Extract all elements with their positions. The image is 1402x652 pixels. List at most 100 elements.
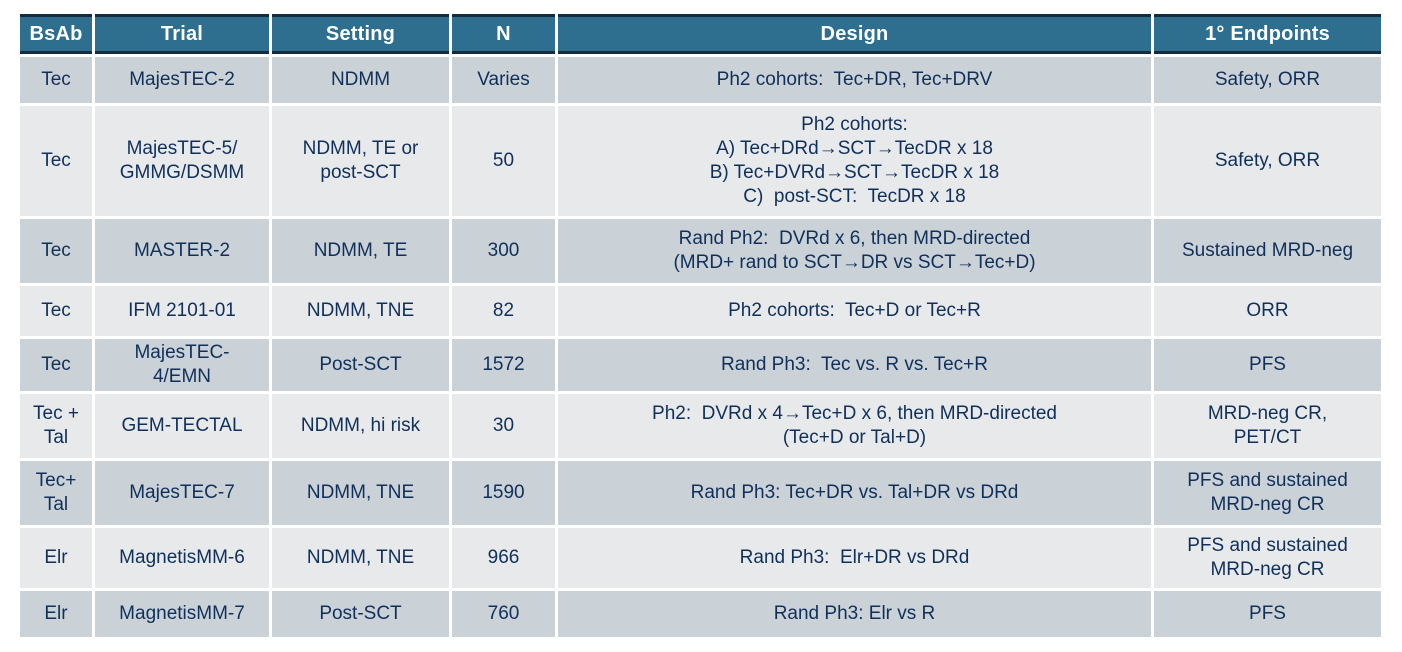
table-row: Elr MagnetisMM-7 Post-SCT 760 Rand Ph3: … [20, 591, 1381, 637]
col-header-trial: Trial [95, 14, 269, 54]
col-header-setting: Setting [272, 14, 449, 54]
cell-line: MajesTEC-2 [129, 69, 235, 90]
cell-line: Tec [41, 300, 71, 321]
cell-line: 4/EMN [152, 366, 212, 387]
cell-line: MASTER-2 [133, 240, 231, 261]
cell-line: Rand Ph3: Elr+DR vs DRd [739, 547, 970, 568]
cell-line: MajesTEC-5/ [126, 138, 238, 159]
cell-line: Tec [41, 240, 71, 261]
cell-line: 966 [487, 547, 520, 568]
cell-endpoints: ORR [1154, 286, 1381, 336]
cell-line: NDMM, TE or [302, 138, 419, 159]
cell-line: Elr [44, 547, 68, 568]
cell-line: C) post-SCT: TecDR x 18 [743, 186, 966, 207]
cell-line: Tal [43, 494, 69, 515]
cell-line: Post-SCT [319, 354, 402, 375]
cell-line: Varies [477, 69, 530, 90]
cell-line: Tec [41, 150, 71, 171]
cell-trial: MajesTEC-7 [95, 461, 269, 525]
cell-line: NDMM, hi risk [300, 415, 421, 436]
table-row: Tec+ Tal MajesTEC-7 NDMM, TNE 1590 Rand … [20, 461, 1381, 525]
cell-bsab: Tec [20, 286, 92, 336]
cell-line: MagnetisMM-7 [119, 603, 245, 624]
cell-endpoints: PFS and sustained MRD-neg CR [1154, 461, 1381, 525]
cell-n: 50 [452, 106, 555, 216]
cell-setting: Post-SCT [272, 591, 449, 637]
table-row: Tec MajesTEC-2 NDMM Varies Ph2 cohorts: … [20, 57, 1381, 103]
cell-line: Safety, ORR [1214, 69, 1321, 90]
cell-setting: NDMM [272, 57, 449, 103]
cell-design: Ph2 cohorts: A) Tec+DRd→SCT→TecDR x 18 B… [558, 106, 1151, 216]
cell-line: Tec+ [35, 470, 77, 491]
cell-line: MRD-neg CR, [1207, 403, 1328, 424]
cell-line: 50 [492, 150, 515, 171]
cell-line: 1572 [482, 354, 525, 375]
table-row: Tec MajesTEC-5/ GMMG/DSMM NDMM, TE or po… [20, 106, 1381, 216]
cell-bsab: Tec + Tal [20, 394, 92, 458]
cell-line: Safety, ORR [1214, 150, 1321, 171]
cell-bsab: Elr [20, 528, 92, 588]
cell-bsab: Tec [20, 339, 92, 391]
cell-endpoints: PFS [1154, 591, 1381, 637]
cell-line: PFS and sustained [1187, 535, 1348, 556]
cell-line: NDMM, TNE [306, 547, 415, 568]
cell-endpoints: PFS [1154, 339, 1381, 391]
cell-endpoints: Sustained MRD-neg [1154, 219, 1381, 283]
cell-line: NDMM, TE [313, 240, 408, 261]
cell-trial: MajesTEC- 4/EMN [95, 339, 269, 391]
cell-bsab: Tec [20, 219, 92, 283]
cell-line: PFS [1249, 354, 1286, 375]
cell-n: 82 [452, 286, 555, 336]
table-row: Elr MagnetisMM-6 NDMM, TNE 966 Rand Ph3:… [20, 528, 1381, 588]
cell-bsab: Elr [20, 591, 92, 637]
cell-line: (MRD+ rand to SCT→DR vs SCT→Tec+D) [673, 252, 1036, 273]
cell-line: Tec [41, 354, 71, 375]
cell-design: Rand Ph3: Tec+DR vs. Tal+DR vs DRd [558, 461, 1151, 525]
cell-setting: NDMM, TNE [272, 286, 449, 336]
cell-setting: NDMM, TE or post-SCT [272, 106, 449, 216]
cell-trial: GEM-TECTAL [95, 394, 269, 458]
table-row: Tec MASTER-2 NDMM, TE 300 Rand Ph2: DVRd… [20, 219, 1381, 283]
cell-n: 30 [452, 394, 555, 458]
cell-line: Ph2 cohorts: [801, 114, 908, 135]
cell-design: Rand Ph3: Elr vs R [558, 591, 1151, 637]
cell-design: Ph2 cohorts: Tec+D or Tec+R [558, 286, 1151, 336]
cell-line: MRD-neg CR [1210, 494, 1325, 515]
cell-line: MajesTEC- [134, 342, 230, 363]
cell-line: MajesTEC-7 [129, 482, 235, 503]
cell-line: PET/CT [1233, 427, 1302, 448]
cell-design: Ph2 cohorts: Tec+DR, Tec+DRV [558, 57, 1151, 103]
cell-line: 82 [492, 300, 515, 321]
cell-line: Rand Ph3: Tec vs. R vs. Tec+R [720, 354, 988, 375]
cell-line: 30 [492, 415, 515, 436]
cell-trial: MajesTEC-5/ GMMG/DSMM [95, 106, 269, 216]
cell-line: Elr [44, 603, 68, 624]
cell-line: Post-SCT [319, 603, 402, 624]
cell-line: A) Tec+DRd→SCT→TecDR x 18 [716, 138, 993, 159]
cell-line: Rand Ph3: Tec+DR vs. Tal+DR vs DRd [690, 482, 1019, 503]
cell-setting: NDMM, TNE [272, 461, 449, 525]
cell-endpoints: Safety, ORR [1154, 57, 1381, 103]
cell-n: 1590 [452, 461, 555, 525]
cell-line: B) Tec+DVRd→SCT→TecDR x 18 [709, 162, 1000, 183]
cell-line: Ph2 cohorts: Tec+DR, Tec+DRV [716, 69, 993, 90]
table-row: Tec IFM 2101-01 NDMM, TNE 82 Ph2 cohorts… [20, 286, 1381, 336]
cell-design: Rand Ph3: Tec vs. R vs. Tec+R [558, 339, 1151, 391]
cell-setting: NDMM, hi risk [272, 394, 449, 458]
cell-line: Tec + [33, 403, 79, 424]
cell-line: Rand Ph2: DVRd x 6, then MRD-directed [678, 228, 1031, 249]
cell-n: 300 [452, 219, 555, 283]
cell-line: IFM 2101-01 [128, 300, 236, 321]
cell-endpoints: PFS and sustained MRD-neg CR [1154, 528, 1381, 588]
cell-line: Rand Ph3: Elr vs R [773, 603, 936, 624]
cell-line: NDMM [330, 69, 391, 90]
cell-line: post-SCT [320, 162, 401, 183]
cell-line: Ph2 cohorts: Tec+D or Tec+R [728, 300, 981, 321]
cell-design: Rand Ph3: Elr+DR vs DRd [558, 528, 1151, 588]
cell-bsab: Tec [20, 57, 92, 103]
cell-design: Ph2: DVRd x 4→Tec+D x 6, then MRD-direct… [558, 394, 1151, 458]
cell-trial: MASTER-2 [95, 219, 269, 283]
cell-line: MagnetisMM-6 [119, 547, 245, 568]
cell-setting: NDMM, TE [272, 219, 449, 283]
